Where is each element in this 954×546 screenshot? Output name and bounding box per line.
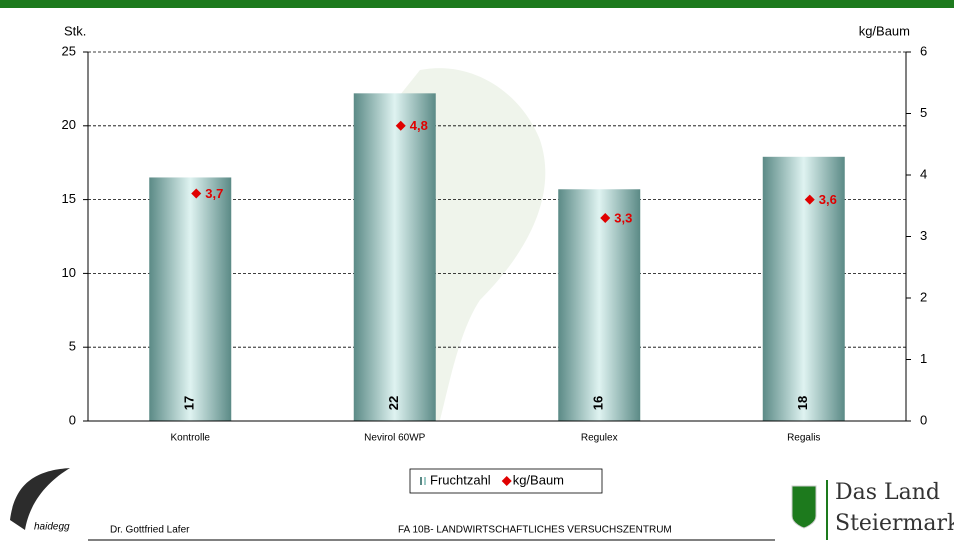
brand-line-1: Das Land: [835, 480, 940, 505]
y-tick-label: 20: [62, 117, 76, 132]
y-tick-label: 10: [62, 265, 76, 280]
bar-value-label: 22: [386, 396, 401, 410]
y-tick-label: 5: [69, 339, 76, 354]
y-tick-label: 0: [69, 412, 76, 427]
bar-value-label: 18: [795, 396, 810, 410]
y-tick-label: 25: [62, 43, 76, 58]
marker: [191, 188, 202, 199]
bar: [558, 189, 641, 421]
legend-label: kg/Baum: [513, 472, 564, 487]
y2-tick-label: 4: [920, 166, 927, 181]
y2-tick-label: 6: [920, 43, 927, 58]
institution: FA 10B- LANDWIRTSCHAFTLICHES VERSUCHSZEN…: [398, 525, 672, 536]
point-value-label: 3,7: [205, 186, 223, 201]
bar: [353, 93, 436, 421]
bar: [762, 156, 845, 421]
legend-swatch: [501, 476, 512, 486]
bar-value-label: 16: [591, 396, 606, 410]
y2-tick-label: 0: [920, 412, 927, 427]
top-border: [0, 0, 954, 8]
brand-line-2: Steiermark: [835, 511, 954, 536]
x-tick-label: Regulex: [581, 433, 618, 444]
legend-swatch: [424, 477, 426, 485]
y-axis-label: Stk.: [64, 23, 86, 38]
x-tick-label: Regalis: [787, 433, 820, 444]
bar-value-label: 17: [182, 396, 197, 410]
author: Dr. Gottfried Lafer: [110, 525, 190, 536]
x-tick-label: Nevirol 60WP: [364, 433, 425, 444]
y2-axis-label: kg/Baum: [859, 23, 910, 38]
logo-text: haidegg: [34, 522, 70, 533]
marker: [600, 213, 611, 224]
y2-tick-label: 5: [920, 105, 927, 120]
haidegg-logo: [10, 468, 70, 530]
y2-tick-label: 1: [920, 351, 927, 366]
legend-swatch: [420, 477, 422, 485]
point-value-label: 4,8: [410, 118, 428, 133]
y-tick-label: 15: [62, 191, 76, 206]
marker: [804, 194, 815, 205]
bar: [149, 177, 232, 421]
x-tick-label: Kontrolle: [171, 433, 211, 444]
y2-tick-label: 2: [920, 289, 927, 304]
y2-tick-label: 3: [920, 228, 927, 243]
marker: [395, 120, 406, 131]
point-value-label: 3,3: [614, 210, 632, 225]
legend-label: Fruchtzahl: [430, 472, 491, 487]
point-value-label: 3,6: [819, 192, 837, 207]
coat-of-arms: [791, 485, 817, 529]
